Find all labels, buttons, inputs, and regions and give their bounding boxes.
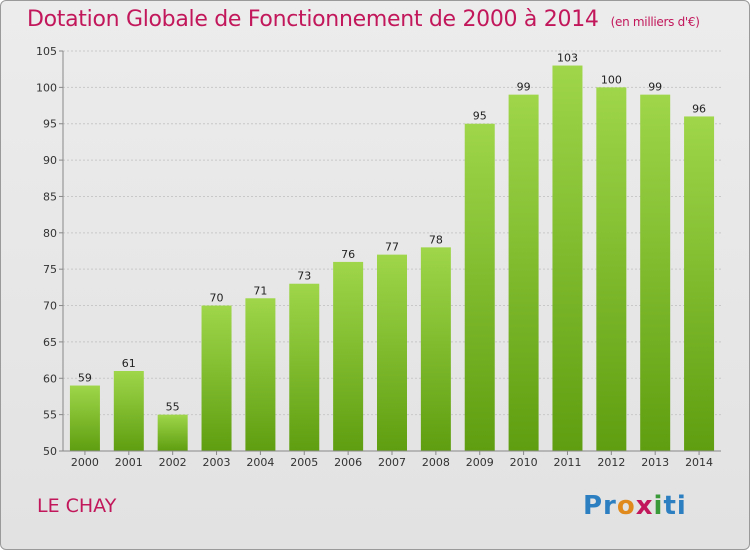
- bar: [596, 87, 627, 451]
- y-tick-label: 80: [43, 227, 57, 240]
- y-tick-label: 70: [43, 300, 57, 313]
- bar: [640, 94, 671, 452]
- bar: [377, 254, 407, 451]
- data-label: 77: [385, 241, 399, 254]
- bar: [157, 414, 188, 451]
- y-tick-label: 100: [36, 81, 57, 94]
- location-label: LE CHAY: [37, 495, 117, 517]
- x-tick-label: 2003: [203, 456, 231, 469]
- x-tick-label: 2002: [159, 456, 187, 469]
- bar: [464, 123, 495, 452]
- x-tick-label: 2013: [641, 456, 669, 469]
- x-tick-label: 2008: [422, 456, 450, 469]
- y-tick-label: 105: [36, 45, 57, 58]
- bar: [420, 247, 451, 451]
- y-tick-label: 60: [43, 372, 57, 385]
- x-tick-label: 2006: [334, 456, 362, 469]
- data-label: 103: [557, 52, 578, 65]
- bar: [289, 283, 320, 451]
- x-tick-label: 2012: [597, 456, 625, 469]
- x-tick-label: 2014: [685, 456, 713, 469]
- data-label: 100: [601, 73, 622, 86]
- y-tick-label: 95: [43, 118, 57, 131]
- data-label: 96: [692, 102, 706, 115]
- data-label: 70: [210, 292, 224, 305]
- y-tick-label: 90: [43, 154, 57, 167]
- bar: [552, 65, 583, 451]
- y-tick-label: 75: [43, 263, 57, 276]
- y-tick-label: 65: [43, 336, 57, 349]
- x-tick-label: 2005: [290, 456, 318, 469]
- y-tick-label: 50: [43, 445, 57, 458]
- bar: [333, 261, 364, 451]
- x-tick-label: 2009: [466, 456, 494, 469]
- x-tick-label: 2004: [246, 456, 274, 469]
- y-tick-label: 85: [43, 190, 57, 203]
- bar: [69, 385, 100, 451]
- data-label: 61: [122, 357, 136, 370]
- proxiti-logo: Proxiti: [583, 491, 687, 521]
- bar: [508, 94, 539, 452]
- data-label: 76: [341, 248, 355, 261]
- bar: [201, 305, 232, 451]
- x-tick-label: 2000: [71, 456, 99, 469]
- y-tick-label: 55: [43, 409, 57, 422]
- data-label: 95: [473, 110, 487, 123]
- x-tick-label: 2001: [115, 456, 143, 469]
- unit-label: (en milliers d'€): [610, 15, 700, 29]
- data-label: 59: [78, 372, 92, 385]
- data-label: 99: [517, 81, 531, 94]
- bar: [684, 116, 715, 452]
- data-label: 55: [166, 401, 180, 414]
- bar: [113, 371, 144, 451]
- data-label: 71: [253, 284, 267, 297]
- bar: [245, 298, 276, 451]
- data-label: 73: [297, 270, 311, 283]
- data-label: 99: [648, 81, 662, 94]
- data-label: 78: [429, 233, 443, 246]
- x-tick-label: 2010: [510, 456, 538, 469]
- chart-title: Dotation Globale de Fonctionnement de 20…: [27, 7, 700, 32]
- x-tick-label: 2011: [553, 456, 581, 469]
- x-tick-label: 2007: [378, 456, 406, 469]
